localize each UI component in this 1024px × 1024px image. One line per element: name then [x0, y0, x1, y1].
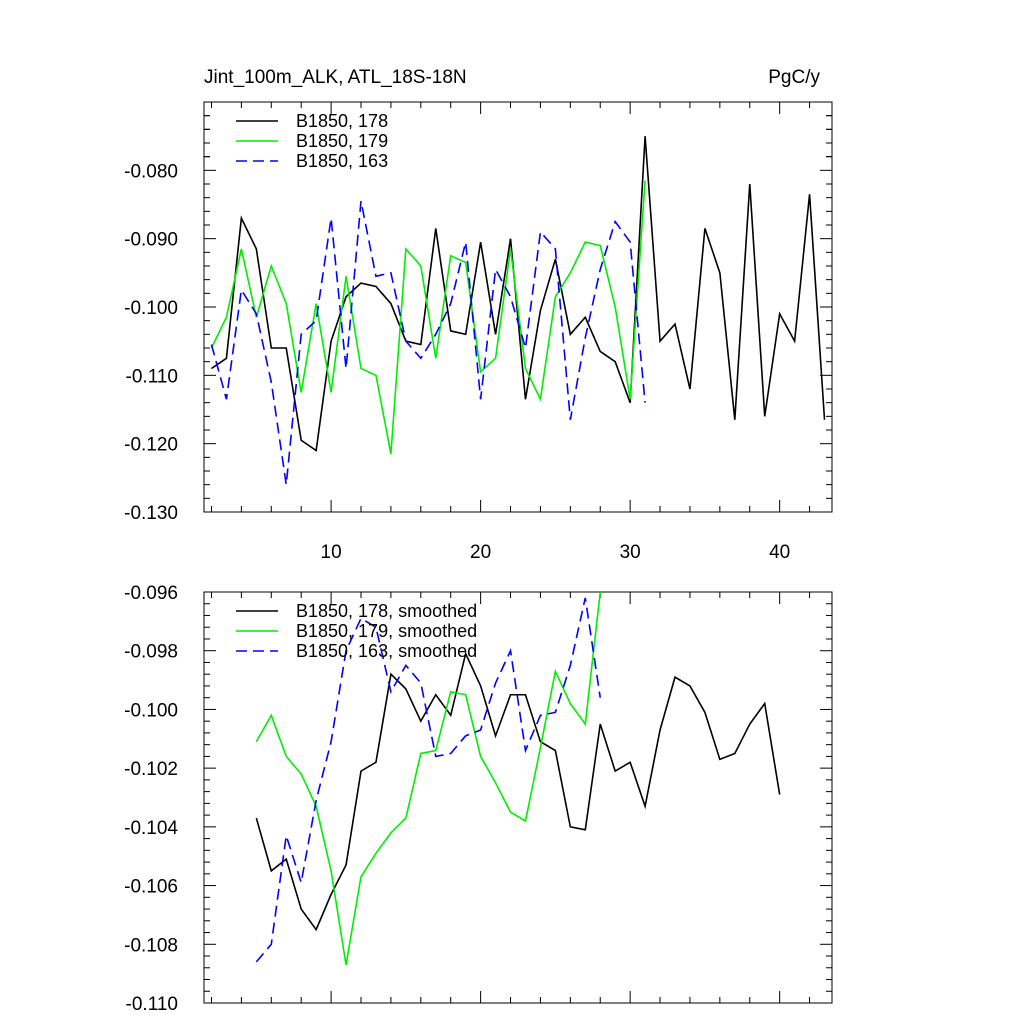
x-tick-label: 30: [620, 542, 641, 563]
legend-label: B1850, 178, smoothed: [296, 601, 477, 621]
y-tick-label: -0.098: [124, 642, 178, 663]
y-tick-label: -0.130: [124, 503, 178, 524]
y-tick-label: -0.106: [124, 877, 178, 898]
y-tick-label: -0.100: [124, 700, 178, 721]
top-panel: -0.130 -0.120 -0.110 -0.100 -0.090 -0.080 10 20…: [124, 67, 833, 563]
legend-label: B1850, 178: [296, 111, 388, 131]
series-line: [255, 592, 602, 965]
legend-label: B1850, 179, smoothed: [296, 621, 477, 641]
y-tick-label: -0.120: [124, 435, 178, 456]
y-tick-label: -0.108: [124, 935, 178, 956]
series-line: [211, 136, 826, 452]
y-tick-label: -0.080: [124, 161, 178, 182]
x-tick-label: 20: [470, 542, 491, 563]
y-tick-label: -0.104: [124, 818, 178, 839]
y-tick-label: -0.102: [124, 759, 178, 780]
legend-label: B1850, 163, smoothed: [296, 641, 477, 661]
series-line: [210, 180, 646, 455]
y-tick-label: -0.090: [124, 230, 178, 251]
x-tick-label: 40: [769, 542, 790, 563]
plot-frame: [203, 591, 833, 1004]
series-line: [210, 200, 646, 485]
y-tick-label: -0.096: [124, 583, 178, 604]
y-tick-label: -0.110: [126, 994, 178, 1015]
series-group: [210, 136, 826, 485]
y-tick-label: -0.110: [126, 366, 178, 387]
legend-label: B1850, 179: [296, 131, 388, 151]
series-line: [255, 651, 781, 932]
x-tick-label: 10: [321, 542, 342, 563]
chart-title: Jint_100m_ALK, ATL_18S-18N: [204, 67, 467, 88]
chart-units: PgC/y: [768, 67, 820, 88]
bottom-panel: -0.110 -0.108 -0.106 -0.104 -0.102 -0.100 -0.0…: [124, 583, 833, 1015]
legend-label: B1850, 163: [296, 151, 388, 171]
series-group: [255, 592, 781, 965]
y-tick-label: -0.100: [124, 298, 178, 319]
